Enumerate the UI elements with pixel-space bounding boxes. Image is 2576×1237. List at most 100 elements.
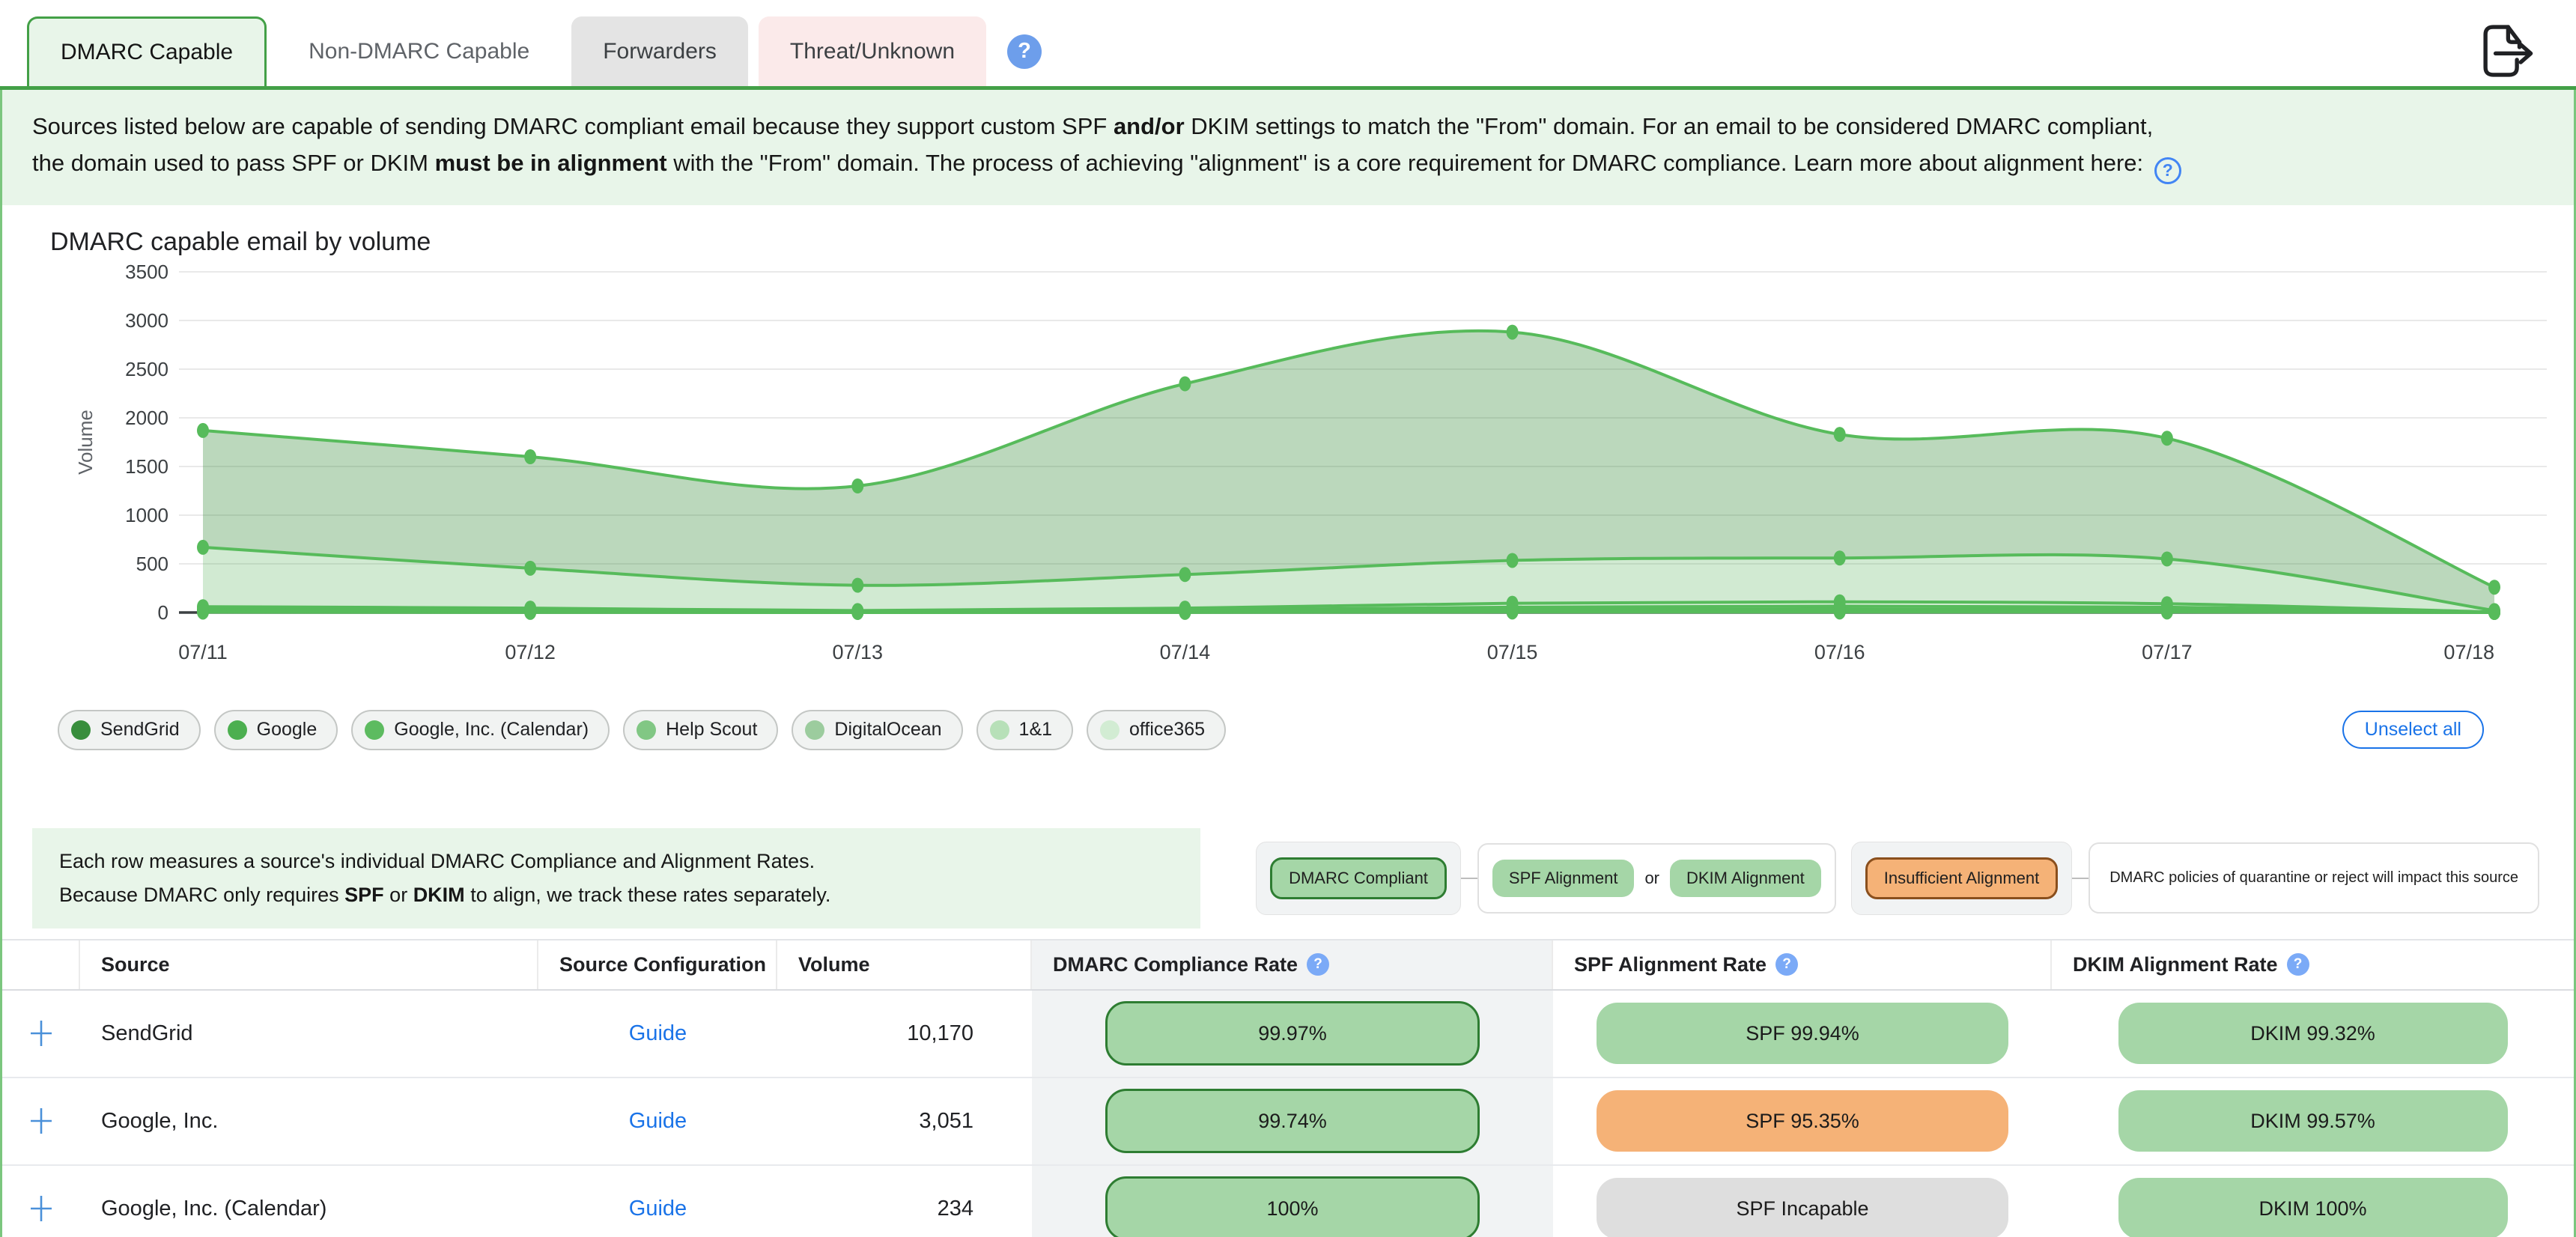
- rates-info-box: Each row measures a source's individual …: [32, 827, 1200, 928]
- insufficient-alignment-badge: Insufficient Alignment: [1865, 857, 2059, 899]
- description-text: Sources listed below are capable of send…: [32, 113, 2153, 176]
- expand-row-button[interactable]: [2, 1078, 80, 1164]
- guide-link[interactable]: Guide: [628, 1108, 687, 1133]
- spf-alignment-cell: SPF 99.94%: [1553, 991, 2052, 1077]
- col-volume: Volume: [777, 940, 1032, 989]
- legend-connector: [1460, 877, 1477, 879]
- text-segment: to align, we track these rates separatel…: [464, 883, 831, 906]
- dmarc-compliance-pill: 100%: [1105, 1176, 1480, 1237]
- col-spf-alignment-rate: SPF Alignment Rate ?: [1553, 940, 2052, 989]
- col-dkim-alignment-rate: DKIM Alignment Rate ?: [2052, 940, 2574, 989]
- legend-chip-1-1[interactable]: 1&1: [976, 709, 1074, 750]
- legend-chip-label: Help Scout: [666, 719, 758, 740]
- or-label: or: [1644, 868, 1659, 887]
- plus-icon: [31, 1196, 52, 1221]
- series-color-dot: [365, 720, 385, 740]
- y-tick-label: 2500: [125, 358, 168, 380]
- text-segment: SPF: [344, 883, 384, 906]
- legend-chip-help-scout[interactable]: Help Scout: [623, 709, 779, 750]
- dkim-alignment-cell: DKIM 100%: [2052, 1166, 2574, 1237]
- tab-threat-unknown[interactable]: Threat/Unknown: [758, 16, 987, 86]
- table-row: Google, Inc. Guide 3,051 99.74% SPF 95.35% DK…: [2, 1078, 2574, 1166]
- y-tick-label: 2000: [125, 407, 168, 429]
- text-segment: Because DMARC only requires: [59, 883, 345, 906]
- spf-alignment-pill: SPF 99.94%: [1597, 1003, 2008, 1064]
- x-tick-label: 07/13: [832, 641, 883, 663]
- dmarc-compliance-cell: 99.74%: [1032, 1078, 1553, 1164]
- guide-link[interactable]: Guide: [628, 1196, 687, 1221]
- unselect-all-button[interactable]: Unselect all: [2342, 711, 2484, 749]
- dkim-alignment-pill: DKIM 100%: [2118, 1178, 2508, 1237]
- series-color-dot: [637, 720, 657, 740]
- x-tick-label: 07/18: [2443, 641, 2494, 663]
- dkim-alignment-pill: DKIM 99.32%: [2118, 1003, 2508, 1064]
- dkim-alignment-badge: DKIM Alignment: [1670, 859, 1821, 897]
- expand-row-button[interactable]: [2, 991, 80, 1077]
- dmarc-compliance-pill: 99.74%: [1105, 1089, 1480, 1153]
- text-segment: Each row measures a source's individual …: [59, 849, 815, 872]
- x-tick-label: 07/16: [1814, 641, 1865, 663]
- y-tick-label: 3500: [125, 261, 168, 283]
- tab-dmarc-capable[interactable]: DMARC Capable: [27, 16, 267, 86]
- volume-value: 3,051: [919, 1108, 973, 1133]
- dmarc-compliance-pill: 99.97%: [1105, 1001, 1480, 1066]
- y-tick-label: 0: [158, 601, 168, 624]
- export-icon: [2474, 25, 2537, 85]
- series-color-dot: [227, 720, 247, 740]
- chart-legend-row: SendGrid Google Google, Inc. (Calendar) Hel…: [58, 709, 2541, 750]
- table-row: SendGrid Guide 10,170 99.97% SPF 99.94% DKIM …: [2, 990, 2574, 1078]
- legend-chip-google[interactable]: Google: [213, 709, 338, 750]
- tab-content-panel: Sources listed below are capable of send…: [0, 90, 2576, 1237]
- legend-chip-label: Google, Inc. (Calendar): [394, 719, 589, 740]
- legend-chip-label: Google: [256, 719, 318, 740]
- legend-chip-sendgrid[interactable]: SendGrid: [58, 709, 201, 750]
- y-axis-label: Volume: [74, 410, 97, 475]
- source-name: Google, Inc. (Calendar): [101, 1196, 327, 1221]
- tab-forwarders[interactable]: Forwarders: [571, 16, 748, 86]
- x-tick-label: 07/14: [1160, 641, 1211, 663]
- policy-note: DMARC policies of quarantine or reject w…: [2109, 869, 2518, 886]
- policy-note-card: DMARC policies of quarantine or reject w…: [2089, 842, 2539, 914]
- alignment-help-icon[interactable]: ?: [2154, 156, 2181, 184]
- text-segment: Sources listed below are capable of send…: [32, 113, 1114, 139]
- series-color-dot: [1100, 720, 1120, 740]
- source-name: Google, Inc.: [101, 1108, 219, 1133]
- spf-alignment-pill: SPF Incapable: [1597, 1178, 2008, 1237]
- text-segment: DKIM settings to match the "From" domain…: [1184, 113, 2154, 139]
- info-line-1: Each row measures a source's individual …: [59, 845, 1173, 878]
- legend-connector: [2072, 877, 2089, 879]
- series-color-dot: [805, 720, 825, 740]
- tab-label: DMARC Capable: [61, 40, 234, 64]
- col-source-configuration: Source Configuration: [538, 940, 777, 989]
- sources-table: Source Source Configuration Volume DMARC…: [2, 938, 2574, 1237]
- y-tick-label: 1500: [125, 455, 168, 478]
- volume-value: 10,170: [907, 1021, 973, 1045]
- text-segment: and/or: [1113, 113, 1185, 139]
- table-header-row: Source Source Configuration Volume DMARC…: [2, 938, 2574, 991]
- expand-row-button[interactable]: [2, 1166, 80, 1237]
- insufficient-legend-card: Insufficient Alignment: [1850, 841, 2073, 915]
- legend-chip-office365[interactable]: office365: [1087, 709, 1227, 750]
- x-tick-label: 07/15: [1487, 641, 1538, 663]
- volume-value: 234: [937, 1196, 973, 1221]
- dkim-rate-help-icon[interactable]: ?: [2286, 953, 2309, 976]
- y-tick-label: 500: [136, 553, 168, 575]
- export-button[interactable]: [2474, 19, 2537, 82]
- text-segment: DKIM: [413, 883, 465, 906]
- tab-label: Forwarders: [603, 38, 717, 64]
- description-banner: Sources listed below are capable of send…: [2, 90, 2574, 205]
- spf-alignment-badge: SPF Alignment: [1492, 859, 1635, 897]
- tabs-help-icon[interactable]: ?: [1007, 34, 1042, 69]
- spf-rate-help-icon[interactable]: ?: [1775, 953, 1799, 976]
- legend-chip-digitalocean[interactable]: DigitalOcean: [792, 709, 963, 750]
- alignment-legend-card: SPF Alignment or DKIM Alignment: [1477, 842, 1836, 914]
- col-source: Source: [80, 940, 538, 989]
- dmarc-rate-help-icon[interactable]: ?: [1307, 953, 1330, 976]
- info-row: Each row measures a source's individual …: [32, 827, 2544, 928]
- guide-link[interactable]: Guide: [628, 1021, 687, 1045]
- x-tick-label: 07/11: [178, 641, 228, 663]
- legend-chip-google-inc-calendar-[interactable]: Google, Inc. (Calendar): [351, 709, 610, 750]
- plus-icon: [31, 1021, 52, 1046]
- x-tick-label: 07/12: [505, 641, 556, 663]
- tab-non-dmarc-capable[interactable]: Non-DMARC Capable: [277, 16, 562, 86]
